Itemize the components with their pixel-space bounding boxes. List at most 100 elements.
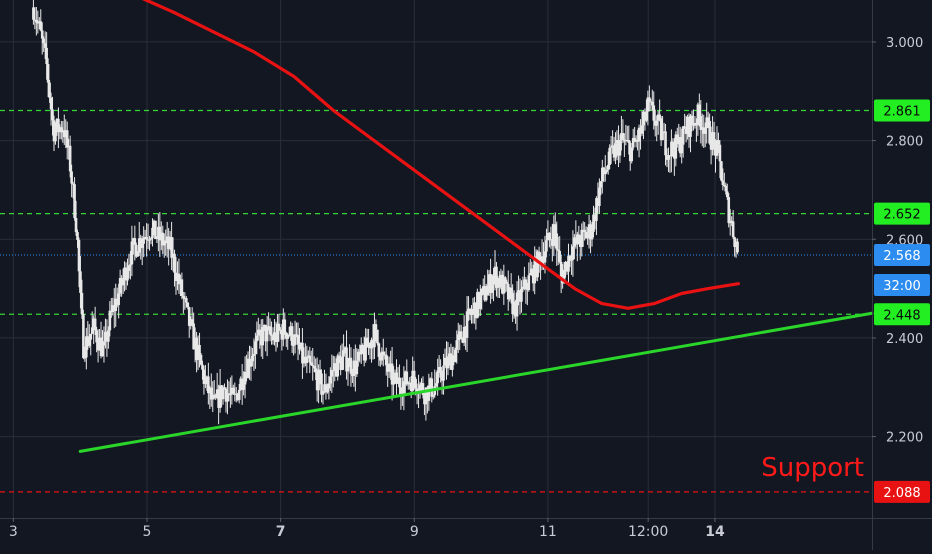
candle-body bbox=[96, 342, 100, 351]
candle-body bbox=[295, 334, 298, 336]
candle-body bbox=[661, 131, 664, 140]
candle-body bbox=[274, 332, 278, 343]
candle-body bbox=[192, 323, 195, 350]
candle-body bbox=[533, 256, 536, 284]
candle-body bbox=[511, 292, 514, 315]
candle-body bbox=[177, 273, 181, 285]
candle-body bbox=[377, 343, 381, 357]
candle-body bbox=[258, 329, 262, 334]
candle-body bbox=[730, 220, 733, 222]
candle-body bbox=[708, 120, 711, 144]
candle-body bbox=[380, 351, 384, 361]
candle-body bbox=[257, 329, 260, 336]
candle-body bbox=[656, 114, 660, 121]
candle-body bbox=[355, 360, 359, 375]
candle-body bbox=[555, 233, 559, 250]
candle-body bbox=[165, 236, 169, 241]
candle-body bbox=[408, 382, 412, 384]
candle-body bbox=[720, 161, 723, 181]
candle-body bbox=[282, 319, 285, 340]
candle-body bbox=[174, 272, 178, 281]
candle-body bbox=[653, 120, 657, 126]
countdown-tag: 32:00 bbox=[883, 279, 920, 294]
candle-body bbox=[167, 236, 170, 249]
candle-body bbox=[728, 220, 732, 224]
candle-body bbox=[246, 358, 250, 378]
candle-body bbox=[427, 385, 431, 401]
candle-body bbox=[136, 252, 140, 257]
candle-body bbox=[384, 354, 388, 366]
candle-body bbox=[90, 327, 94, 334]
candle-body bbox=[118, 277, 122, 294]
candle-body bbox=[598, 187, 601, 206]
candle-body bbox=[92, 318, 95, 328]
candle-body bbox=[82, 314, 85, 358]
candle-body bbox=[451, 355, 454, 370]
candle-body bbox=[237, 389, 241, 400]
candle-body bbox=[162, 243, 166, 246]
candle-body bbox=[652, 105, 656, 121]
candle-body bbox=[642, 111, 645, 126]
candle-body bbox=[587, 224, 591, 234]
candle-body bbox=[214, 396, 217, 398]
candle-body bbox=[308, 355, 312, 363]
candle-body bbox=[35, 19, 38, 23]
candle-body bbox=[330, 370, 334, 377]
candle-body bbox=[501, 274, 504, 294]
candle-body bbox=[683, 126, 686, 129]
candle-body bbox=[429, 378, 432, 386]
candle-body bbox=[160, 232, 163, 241]
candle-body bbox=[161, 232, 165, 246]
candle-body bbox=[418, 384, 422, 392]
time-tick-label: 14 bbox=[705, 524, 725, 540]
candle-body bbox=[626, 140, 629, 142]
candle-body bbox=[211, 394, 215, 400]
candle-body bbox=[549, 239, 553, 241]
candle-body bbox=[334, 363, 338, 377]
candle-body bbox=[37, 21, 41, 23]
candle-body bbox=[490, 284, 494, 293]
candle-body bbox=[581, 229, 585, 231]
candle-body bbox=[470, 314, 473, 316]
candle-body bbox=[340, 356, 344, 370]
candle-body bbox=[209, 387, 213, 400]
candle-body bbox=[386, 365, 389, 372]
candle-body bbox=[734, 241, 738, 247]
candle-body bbox=[333, 363, 337, 371]
candle-body bbox=[454, 349, 457, 363]
candle-body bbox=[135, 244, 138, 257]
candle-body bbox=[293, 334, 297, 345]
candle-body bbox=[534, 256, 538, 278]
candle-body bbox=[392, 375, 395, 385]
candle-body bbox=[426, 387, 429, 401]
candle-body bbox=[223, 387, 226, 389]
candle-body bbox=[137, 238, 141, 253]
candle-body bbox=[645, 111, 648, 121]
candle-body bbox=[690, 115, 694, 124]
candle-body bbox=[67, 145, 70, 148]
candle-body bbox=[498, 277, 501, 288]
candle-body bbox=[536, 251, 539, 278]
candle-body bbox=[212, 394, 216, 397]
candle-body bbox=[32, 7, 35, 20]
candle-body bbox=[273, 332, 276, 341]
candle-body bbox=[155, 237, 159, 239]
candle-body bbox=[289, 326, 292, 336]
candle-body bbox=[412, 370, 416, 379]
candle-body bbox=[467, 308, 470, 312]
candle-body bbox=[618, 140, 622, 156]
candle-body bbox=[220, 385, 223, 400]
candle-body bbox=[514, 301, 517, 317]
candle-body bbox=[186, 302, 190, 308]
candle-body bbox=[309, 362, 313, 365]
candle-body bbox=[154, 220, 157, 239]
candle-body bbox=[234, 393, 238, 395]
candle-body bbox=[226, 393, 229, 402]
candle-body bbox=[411, 370, 414, 391]
candle-body bbox=[190, 319, 194, 324]
candle-body bbox=[677, 137, 681, 145]
candle-body bbox=[164, 240, 168, 244]
candle-body bbox=[279, 329, 282, 331]
current-price-tag-box bbox=[874, 244, 930, 267]
candle-body bbox=[124, 267, 128, 281]
